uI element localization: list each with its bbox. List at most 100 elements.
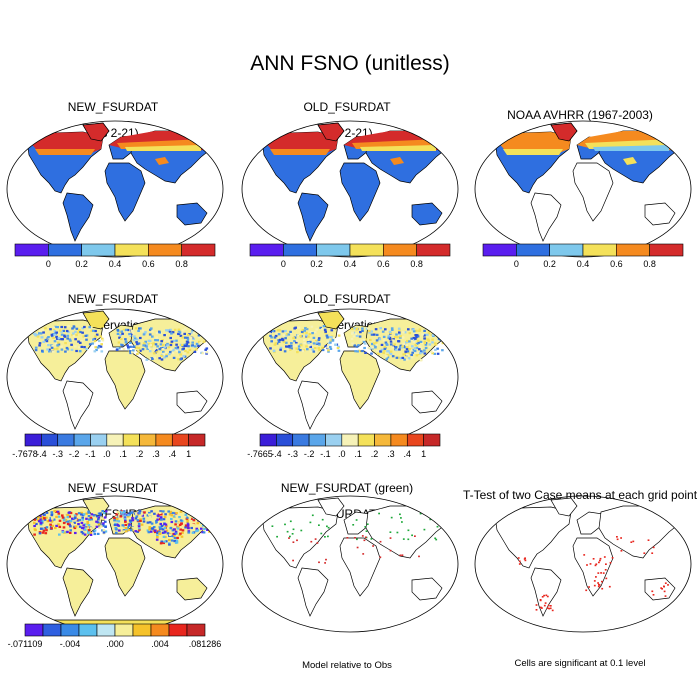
grid-cell (197, 334, 201, 337)
grid-cell (314, 346, 317, 350)
significance-cell (419, 512, 422, 515)
grid-cell (331, 339, 335, 342)
colorbar-box (292, 433, 310, 447)
grid-cell (270, 340, 273, 343)
colorbar-box (416, 243, 451, 257)
grid-cell (41, 531, 45, 534)
significance-cell (663, 585, 665, 588)
grid-cell (155, 350, 159, 353)
grid-cell (46, 520, 50, 523)
grid-cell (406, 353, 409, 356)
grid-cell (403, 358, 406, 361)
grid-cell (153, 356, 156, 359)
grid-cell (337, 334, 341, 337)
colorbar-tick-label: .0 (103, 449, 111, 459)
grid-cell (159, 525, 162, 528)
grid-cell (315, 328, 318, 331)
grid-cell (81, 532, 85, 535)
significance-cell (402, 538, 405, 540)
grid-cell (33, 518, 37, 521)
colorbar-box (150, 623, 170, 637)
grid-cell (99, 512, 102, 515)
grid-cell (401, 356, 405, 359)
significance-cell (549, 607, 552, 610)
grid-cell (154, 529, 157, 532)
grid-cell (390, 338, 394, 341)
grid-cell (313, 330, 317, 334)
grid-cell (189, 522, 193, 525)
grid-cell (134, 517, 138, 520)
grid-cell (436, 352, 440, 355)
grid-cell (39, 521, 43, 525)
grid-cell (135, 346, 139, 349)
grid-cell (406, 339, 409, 343)
grid-cell (97, 344, 101, 348)
grid-cell (277, 340, 281, 343)
grid-cell (40, 336, 44, 339)
grid-cell (151, 330, 154, 333)
grid-cell (137, 329, 140, 332)
grid-cell (66, 516, 70, 519)
grid-cell (177, 332, 180, 335)
grid-cell (33, 332, 36, 335)
grid-cell (431, 338, 434, 341)
colorbar-tick-label: 1 (186, 449, 191, 459)
grid-cell (163, 346, 166, 349)
grid-cell (97, 516, 101, 519)
grid-cell (123, 517, 127, 520)
colorbar-tick-label: .081286 (189, 639, 222, 649)
grid-cell (95, 525, 99, 528)
grid-cell (315, 338, 318, 342)
grid-cell (47, 336, 50, 339)
grid-cell (170, 514, 174, 517)
grid-cell (370, 352, 373, 355)
significance-cell (362, 553, 365, 555)
colorbar-box (96, 623, 116, 637)
significance-cell (632, 540, 635, 543)
colorbar-box (276, 433, 294, 447)
grid-cell (145, 358, 149, 361)
significance-cell (379, 556, 382, 558)
grid-cell (177, 328, 181, 331)
significance-cell (549, 605, 552, 607)
grid-cell (45, 340, 49, 343)
grid-cell (136, 530, 139, 533)
colorbar-box (516, 243, 550, 257)
grid-cell (405, 358, 409, 361)
grid-cell (50, 334, 54, 338)
grid-cell (167, 510, 170, 513)
grid-cell (173, 532, 177, 535)
grid-cell (60, 330, 63, 333)
grid-cell (52, 336, 55, 339)
grid-cell (165, 540, 168, 543)
grid-cell (402, 345, 406, 348)
map-land-layer (20, 497, 212, 631)
grid-cell (145, 345, 148, 348)
grid-cell (439, 330, 443, 333)
grid-cell (151, 335, 154, 338)
grid-cell (195, 348, 198, 351)
colorbar-box (308, 433, 326, 447)
grid-cell (395, 333, 398, 336)
significance-cell (292, 541, 295, 543)
grid-cell (160, 354, 163, 357)
grid-cell (93, 532, 97, 536)
grid-cell (147, 339, 151, 342)
grid-cell (77, 523, 80, 526)
grid-cell (160, 540, 163, 543)
significance-cell (356, 546, 359, 549)
grid-cell (184, 346, 188, 349)
grid-cell (115, 519, 119, 522)
panel-title-line1: NEW_FSURDAT (67, 100, 159, 114)
grid-cell (50, 333, 54, 336)
grid-cell (192, 331, 196, 335)
significance-cell (316, 542, 319, 544)
grid-cell (117, 520, 121, 523)
grid-cell (295, 341, 298, 344)
grid-cell (138, 510, 142, 513)
panel-title-line1: OLD_FSURDAT (303, 100, 391, 114)
grid-cell (77, 346, 81, 349)
grid-cell (138, 512, 141, 515)
grid-cell (181, 531, 184, 534)
grid-cell (173, 540, 176, 543)
